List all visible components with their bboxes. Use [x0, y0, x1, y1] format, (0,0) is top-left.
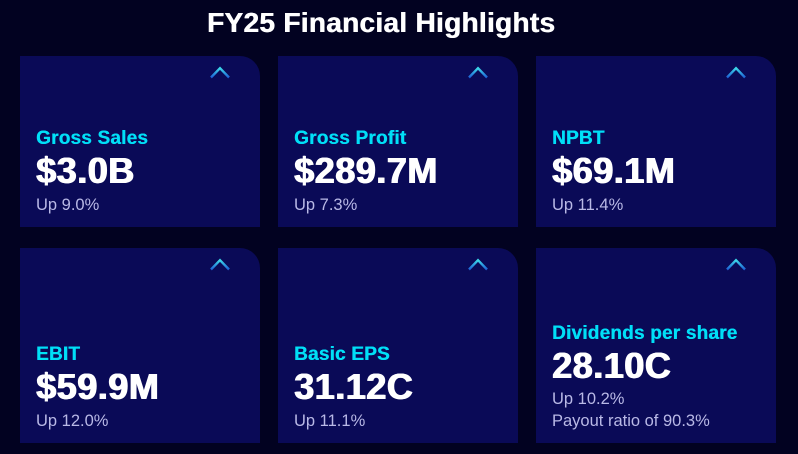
up-arrow-icon [724, 258, 748, 294]
kpi-label: Basic EPS [294, 344, 390, 366]
kpi-subtext: Up 11.4% [552, 196, 624, 215]
kpi-subtext: Payout ratio of 90.3% [552, 412, 710, 431]
up-arrow-icon [208, 66, 232, 102]
kpi-card-gross-sales: Gross Sales $3.0B Up 9.0% [20, 56, 260, 227]
kpi-subtext: Up 12.0% [36, 412, 109, 431]
kpi-label: Gross Sales [36, 128, 149, 150]
kpi-card-ebit: EBIT $59.9M Up 12.0% [20, 248, 260, 443]
kpi-grid: Gross Sales $3.0B Up 9.0% Gross Profit $289.… [20, 56, 776, 443]
kpi-label: NPBT [552, 128, 605, 150]
kpi-label: Dividends per share [552, 322, 738, 344]
kpi-subtext: Up 7.3% [294, 196, 358, 215]
kpi-value: $69.1M [552, 150, 676, 192]
kpi-card-npbt: NPBT $69.1M Up 11.4% [536, 56, 776, 227]
kpi-card-dividends-per-share: Dividends per share 28.10C Up 10.2% Payout … [536, 248, 776, 443]
kpi-value: $3.0B [36, 150, 135, 192]
up-arrow-icon [466, 66, 490, 102]
kpi-value: $59.9M [36, 366, 160, 408]
kpi-value: $289.7M [294, 150, 438, 192]
kpi-label: Gross Profit [294, 128, 407, 150]
kpi-value: 31.12C [294, 366, 414, 408]
up-arrow-icon [208, 258, 232, 294]
kpi-subtext: Up 11.1% [294, 412, 366, 431]
kpi-subtext: Up 9.0% [36, 196, 100, 215]
up-arrow-icon [466, 258, 490, 294]
up-arrow-icon [724, 66, 748, 102]
kpi-label: EBIT [36, 344, 81, 366]
kpi-subtext: Up 10.2% [552, 390, 625, 409]
kpi-card-gross-profit: Gross Profit $289.7M Up 7.3% [278, 56, 518, 227]
kpi-value: 28.10C [552, 344, 672, 386]
page-title: FY25 Financial Highlights [206, 7, 556, 38]
kpi-card-basic-eps: Basic EPS 31.12C Up 11.1% [278, 248, 518, 443]
